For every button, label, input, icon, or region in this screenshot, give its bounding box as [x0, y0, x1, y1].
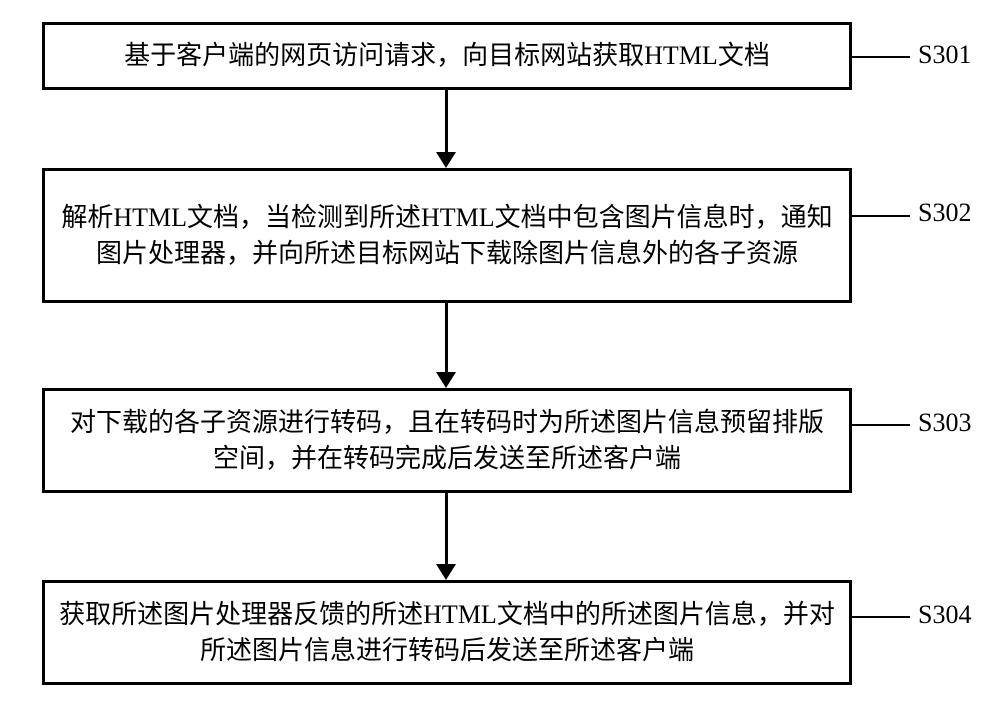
flow-arrow-line	[445, 493, 448, 564]
flow-arrow-head	[436, 564, 456, 580]
flow-step-s302: 解析HTML文档，当检测到所述HTML文档中包含图片信息时，通知图片处理器，并向…	[42, 168, 852, 303]
flow-step-label-s304: S304	[918, 600, 971, 630]
flow-step-label-s301: S301	[918, 40, 971, 70]
flow-step-s304: 获取所述图片处理器反馈的所述HTML文档中的所述图片信息，并对所述图片信息进行转…	[42, 580, 852, 685]
label-connector	[852, 215, 910, 217]
flow-step-s301: 基于客户端的网页访问请求，向目标网站获取HTML文档	[42, 22, 852, 90]
flow-step-text: 获取所述图片处理器反馈的所述HTML文档中的所述图片信息，并对所述图片信息进行转…	[59, 597, 835, 667]
flow-arrow-head	[436, 372, 456, 388]
label-connector	[852, 56, 910, 58]
flow-step-label-s303: S303	[918, 408, 971, 438]
label-connector	[852, 616, 910, 618]
flow-step-text: 解析HTML文档，当检测到所述HTML文档中包含图片信息时，通知图片处理器，并向…	[59, 200, 835, 270]
flow-arrow-head	[436, 152, 456, 168]
flow-arrow-line	[445, 303, 448, 372]
flow-step-text: 对下载的各子资源进行转码，且在转码时为所述图片信息预留排版空间，并在转码完成后发…	[59, 405, 835, 475]
flow-step-text: 基于客户端的网页访问请求，向目标网站获取HTML文档	[124, 38, 770, 73]
flow-arrow-line	[445, 90, 448, 152]
flow-step-label-s302: S302	[918, 198, 971, 228]
label-connector	[852, 424, 910, 426]
flow-step-s303: 对下载的各子资源进行转码，且在转码时为所述图片信息预留排版空间，并在转码完成后发…	[42, 388, 852, 493]
flowchart-canvas: 基于客户端的网页访问请求，向目标网站获取HTML文档 S301 解析HTML文档，当…	[0, 0, 1000, 725]
